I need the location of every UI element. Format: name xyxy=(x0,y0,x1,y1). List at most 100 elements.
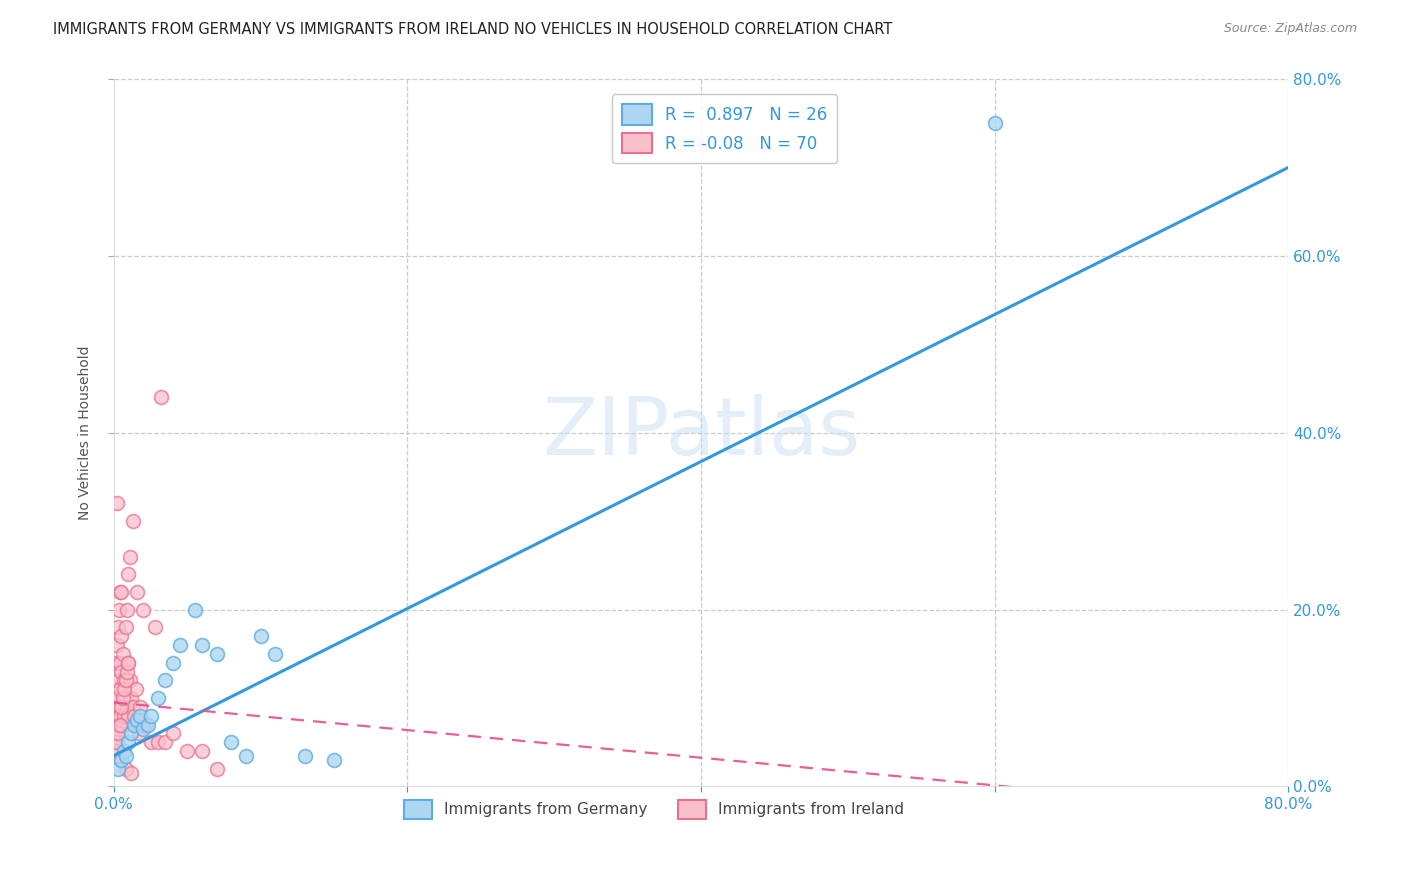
Point xyxy=(107,638,129,652)
Point xyxy=(135,717,157,731)
Point xyxy=(105,699,128,714)
Text: Source: ZipAtlas.com: Source: ZipAtlas.com xyxy=(1223,22,1357,36)
Point xyxy=(132,722,155,736)
Point xyxy=(111,717,134,731)
Point xyxy=(108,602,131,616)
Point xyxy=(117,708,139,723)
Point xyxy=(105,496,128,510)
Point xyxy=(143,620,166,634)
Point xyxy=(127,585,149,599)
Point xyxy=(117,567,139,582)
Point xyxy=(169,638,191,652)
Point xyxy=(112,682,135,697)
Text: ZIPatlas: ZIPatlas xyxy=(543,393,860,472)
Point xyxy=(111,691,134,706)
Point xyxy=(120,766,142,780)
Point xyxy=(114,748,136,763)
Point xyxy=(108,585,131,599)
Point xyxy=(294,748,316,763)
Point xyxy=(153,673,176,688)
Point xyxy=(110,585,132,599)
Point xyxy=(118,673,141,688)
Point xyxy=(115,699,138,714)
Point xyxy=(205,647,228,661)
Point xyxy=(114,673,136,688)
Point xyxy=(110,665,132,679)
Point xyxy=(122,699,145,714)
Point xyxy=(235,748,257,763)
Point xyxy=(107,762,129,776)
Point xyxy=(112,708,135,723)
Point xyxy=(132,602,155,616)
Point xyxy=(110,753,132,767)
Point xyxy=(107,717,129,731)
Point xyxy=(162,656,184,670)
Point xyxy=(176,744,198,758)
Legend: Immigrants from Germany, Immigrants from Ireland: Immigrants from Germany, Immigrants from… xyxy=(398,794,910,825)
Point xyxy=(122,514,145,528)
Point xyxy=(111,647,134,661)
Point xyxy=(249,629,271,643)
Point xyxy=(129,708,152,723)
Point xyxy=(105,682,128,697)
Point xyxy=(124,708,146,723)
Point xyxy=(110,629,132,643)
Point xyxy=(120,726,142,740)
Point xyxy=(107,673,129,688)
Point xyxy=(136,717,159,731)
Point xyxy=(149,390,172,404)
Point xyxy=(323,753,346,767)
Point xyxy=(108,717,131,731)
Point xyxy=(105,708,128,723)
Point xyxy=(162,726,184,740)
Point xyxy=(117,656,139,670)
Point xyxy=(219,735,242,749)
Point xyxy=(139,708,162,723)
Point xyxy=(105,735,128,749)
Point xyxy=(205,762,228,776)
Point xyxy=(191,638,214,652)
Point xyxy=(115,602,138,616)
Point xyxy=(146,735,169,749)
Point xyxy=(139,735,162,749)
Point xyxy=(105,726,128,740)
Point xyxy=(112,744,135,758)
Point xyxy=(107,726,129,740)
Point xyxy=(108,656,131,670)
Point xyxy=(153,735,176,749)
Point xyxy=(104,708,127,723)
Point xyxy=(114,620,136,634)
Point xyxy=(108,708,131,723)
Point xyxy=(191,744,214,758)
Point xyxy=(105,744,128,758)
Point xyxy=(117,735,139,749)
Y-axis label: No Vehicles in Household: No Vehicles in Household xyxy=(79,345,93,520)
Text: IMMIGRANTS FROM GERMANY VS IMMIGRANTS FROM IRELAND NO VEHICLES IN HOUSEHOLD CORR: IMMIGRANTS FROM GERMANY VS IMMIGRANTS FR… xyxy=(53,22,893,37)
Point xyxy=(264,647,287,661)
Point xyxy=(128,726,150,740)
Point xyxy=(146,691,169,706)
Point xyxy=(984,116,1007,130)
Point xyxy=(132,717,155,731)
Point xyxy=(110,699,132,714)
Point xyxy=(114,762,136,776)
Point xyxy=(117,656,139,670)
Point xyxy=(124,717,146,731)
Point xyxy=(105,656,128,670)
Point xyxy=(112,673,135,688)
Point xyxy=(127,717,149,731)
Point xyxy=(118,549,141,564)
Point xyxy=(115,665,138,679)
Point xyxy=(127,713,149,727)
Point xyxy=(107,691,129,706)
Point xyxy=(104,735,127,749)
Point xyxy=(108,699,131,714)
Point xyxy=(129,699,152,714)
Point xyxy=(110,682,132,697)
Point xyxy=(120,691,142,706)
Point xyxy=(125,682,148,697)
Point xyxy=(183,602,205,616)
Point xyxy=(114,691,136,706)
Point xyxy=(110,717,132,731)
Point xyxy=(110,753,132,767)
